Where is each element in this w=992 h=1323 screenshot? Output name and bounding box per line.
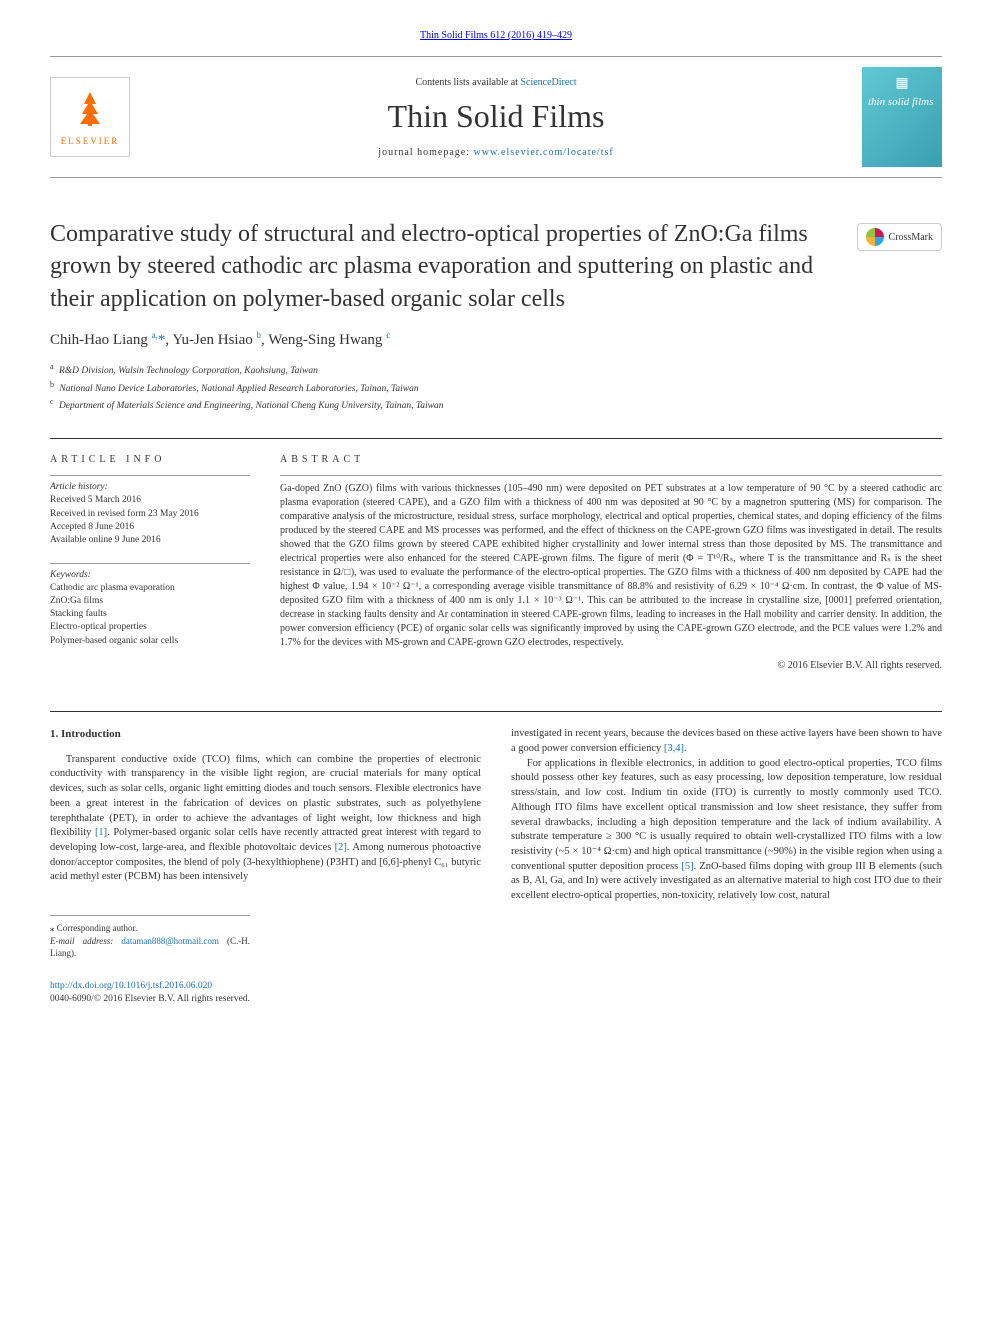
history-line: Available online 9 June 2016	[50, 534, 250, 547]
affiliation-line: b National Nano Device Laboratories, Nat…	[50, 379, 942, 396]
abstract-column: ABSTRACT Ga-doped ZnO (GZO) films with v…	[280, 454, 942, 671]
keyword-line: Stacking faults	[50, 608, 250, 621]
keywords-label: Keywords:	[50, 563, 250, 580]
body-paragraph: Transparent conductive oxide (TCO) films…	[50, 753, 481, 885]
journal-header-band: ELSEVIER Contents lists available at Sci…	[50, 56, 942, 178]
doi-link[interactable]: http://dx.doi.org/10.1016/j.tsf.2016.06.…	[50, 981, 212, 991]
article-info-heading: ARTICLE INFO	[50, 454, 250, 465]
citation-link[interactable]: [5]	[681, 861, 693, 872]
article-title: Comparative study of structural and elec…	[50, 218, 837, 315]
crossmark-badge[interactable]: CrossMark	[857, 223, 942, 251]
affiliations-block: a R&D Division, Walsin Technology Corpor…	[50, 361, 942, 413]
affiliation-line: c Department of Materials Science and En…	[50, 396, 942, 413]
section-rule	[50, 438, 942, 439]
citation-link[interactable]: Thin Solid Films 612 (2016) 419–429	[420, 30, 572, 41]
keyword-line: Electro-optical properties	[50, 621, 250, 634]
body-paragraph: investigated in recent years, because th…	[511, 727, 942, 756]
abstract-heading: ABSTRACT	[280, 454, 942, 465]
body-columns: 1. Introduction Transparent conductive o…	[50, 727, 942, 1006]
history-line: Received in revised form 23 May 2016	[50, 508, 250, 521]
issn-copyright-line: 0040-6090/© 2016 Elsevier B.V. All right…	[50, 993, 481, 1006]
crossmark-label: CrossMark	[889, 232, 933, 243]
section-rule	[50, 711, 942, 712]
authors-line: Chih-Hao Liang a,*, Yu-Jen Hsiao b, Weng…	[50, 330, 942, 349]
homepage-prefix: journal homepage:	[378, 147, 473, 158]
doi-block: http://dx.doi.org/10.1016/j.tsf.2016.06.…	[50, 980, 481, 1007]
tree-icon	[70, 88, 110, 136]
keyword-line: ZnO:Ga films	[50, 595, 250, 608]
elsevier-text: ELSEVIER	[61, 136, 120, 146]
contents-prefix: Contents lists available at	[415, 77, 520, 88]
keyword-line: Cathodic arc plasma evaporation	[50, 582, 250, 595]
abstract-copyright: © 2016 Elsevier B.V. All rights reserved…	[280, 660, 942, 671]
journal-title: Thin Solid Films	[130, 98, 862, 135]
sciencedirect-link[interactable]: ScienceDirect	[520, 77, 576, 88]
cover-title-text: thin solid films	[868, 96, 936, 108]
keyword-line: Polymer-based organic solar cells	[50, 635, 250, 648]
contents-line: Contents lists available at ScienceDirec…	[130, 77, 862, 88]
citation-link[interactable]: [3,4]	[664, 743, 684, 754]
affiliation-line: a R&D Division, Walsin Technology Corpor…	[50, 361, 942, 378]
citation-link[interactable]: [1]	[95, 827, 107, 838]
elsevier-logo: ELSEVIER	[50, 77, 130, 157]
history-line: Accepted 8 June 2016	[50, 521, 250, 534]
history-label: Article history:	[50, 475, 250, 492]
section-heading: 1. Introduction	[50, 727, 481, 742]
left-column: 1. Introduction Transparent conductive o…	[50, 727, 481, 1006]
history-line: Received 5 March 2016	[50, 494, 250, 507]
body-paragraph: For applications in flexible electronics…	[511, 757, 942, 904]
email-label: E-mail address:	[50, 936, 121, 946]
header-center: Contents lists available at ScienceDirec…	[130, 77, 862, 158]
abstract-text: Ga-doped ZnO (GZO) films with various th…	[280, 475, 942, 650]
cover-icon: ▦	[868, 75, 936, 92]
corresponding-author-footer: ⁎ Corresponding author. E-mail address: …	[50, 915, 250, 960]
article-info-column: ARTICLE INFO Article history: Received 5…	[50, 454, 250, 671]
homepage-link[interactable]: www.elsevier.com/locate/tsf	[474, 147, 614, 158]
crossmark-icon	[866, 228, 884, 246]
journal-cover-thumbnail: ▦ thin solid films	[862, 67, 942, 167]
right-column: investigated in recent years, because th…	[511, 727, 942, 1006]
citation-header: Thin Solid Films 612 (2016) 419–429	[50, 30, 942, 41]
journal-homepage: journal homepage: www.elsevier.com/locat…	[130, 147, 862, 158]
email-link[interactable]: dataman888@hotmail.com	[121, 936, 219, 946]
corresponding-label: ⁎ Corresponding author.	[50, 922, 250, 935]
citation-link[interactable]: [2]	[335, 842, 347, 853]
